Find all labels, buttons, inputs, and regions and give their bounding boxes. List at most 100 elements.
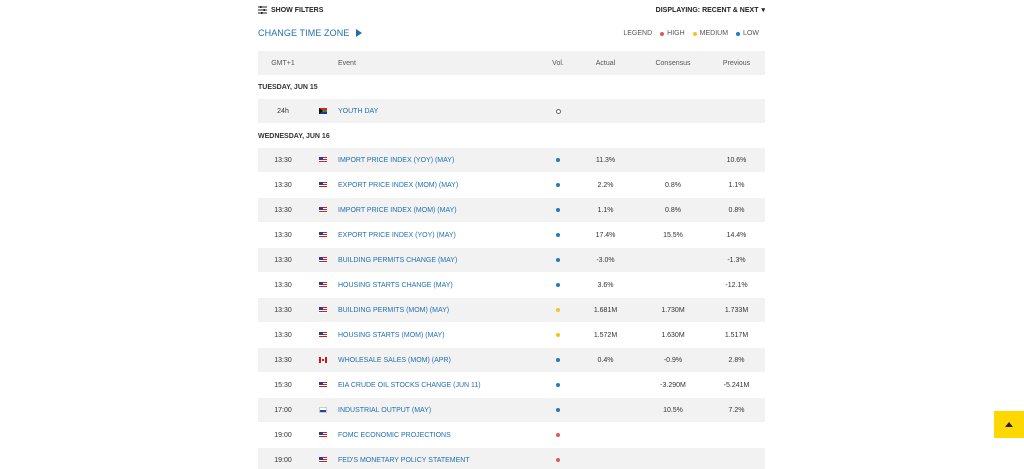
row-previous: 1.733M [724, 306, 749, 314]
row-actual: 17.4% [595, 231, 616, 239]
row-time: 15:30 [274, 381, 292, 389]
table-row: 15:30 EIA CRUDE OIL STOCKS CHANGE (JUN 11… [258, 373, 765, 398]
row-time: 13:30 [274, 331, 292, 339]
row-flag [308, 108, 338, 114]
row-volatility [543, 333, 573, 337]
volatility-low-icon [556, 358, 560, 362]
displaying-label: DISPLAYING: RECENT & NEXT [655, 6, 759, 14]
legend-item-medium: MEDIUM [692, 30, 729, 37]
table-row: 13:30 EXPORT PRICE INDEX (MOM) (MAY) 2.2% 0… [258, 173, 765, 198]
row-previous: 7.2% [728, 406, 745, 414]
row-time: 13:30 [274, 306, 292, 314]
header-event: Event [338, 59, 356, 67]
table-row: 19:00 FOMC ECONOMIC PROJECTIONS [258, 423, 765, 448]
row-previous: -1.3% [727, 256, 746, 264]
arrow-up-icon [1005, 422, 1013, 427]
filter-sliders-icon [258, 6, 267, 14]
row-consensus: 10.5% [663, 406, 683, 414]
row-volatility [543, 283, 573, 287]
flag-us-icon [319, 182, 327, 188]
row-previous: -12.1% [725, 281, 748, 289]
row-time: 17:00 [274, 406, 292, 414]
row-time: 13:30 [274, 231, 292, 239]
table-row: 13:30 IMPORT PRICE INDEX (MOM) (MAY) 1.1% 0… [258, 198, 765, 223]
event-link[interactable]: BUILDING PERMITS (MOM) (MAY) [338, 306, 450, 314]
table-row: 13:30 WHOLESALE SALES (MOM) (APR) 0.4% -0.9… [258, 348, 765, 373]
row-time: 13:30 [274, 256, 292, 264]
flag-us-icon [319, 282, 327, 288]
row-actual: 0.4% [597, 356, 614, 364]
table-row: 19:00 FED'S MONETARY POLICY STATEMENT [258, 448, 765, 469]
row-flag [308, 232, 338, 238]
row-time: 19:00 [274, 431, 292, 439]
event-link[interactable]: EXPORT PRICE INDEX (MOM) (MAY) [338, 181, 459, 189]
event-link[interactable]: HOUSING STARTS CHANGE (MAY) [338, 281, 453, 289]
row-time: 13:30 [274, 181, 292, 189]
event-link[interactable]: FOMC ECONOMIC PROJECTIONS [338, 431, 451, 439]
row-flag [308, 182, 338, 188]
legend-medium-label: MEDIUM [699, 30, 729, 37]
timezone-row: CHANGE TIME ZONE LEGEND HIGH MEDIUM LOW [258, 27, 765, 41]
table-header: GMT+1 Event Vol. Actual Consensus Previo… [258, 51, 765, 75]
table-row: 13:30 BUILDING PERMITS CHANGE (MAY) -3.0% -… [258, 248, 765, 273]
row-volatility [543, 433, 573, 437]
row-flag [308, 457, 338, 463]
flag-us-icon [319, 432, 327, 438]
event-link[interactable]: WHOLESALE SALES (MOM) (APR) [338, 356, 451, 364]
row-time: 13:30 [274, 156, 292, 164]
table-row: 13:30 IMPORT PRICE INDEX (YOY) (MAY) 11.3%… [258, 148, 765, 173]
play-arrow-icon [356, 29, 363, 37]
event-link[interactable]: YOUTH DAY [338, 107, 379, 115]
table-row: 17:00 INDUSTRIAL OUTPUT (MAY) 10.5% 7.2% [258, 398, 765, 423]
flag-za-icon [319, 108, 327, 114]
legend-high-label: HIGH [667, 30, 685, 37]
row-flag [308, 157, 338, 163]
event-link[interactable]: IMPORT PRICE INDEX (YOY) (MAY) [338, 156, 455, 164]
flag-us-icon [319, 457, 327, 463]
row-volatility [543, 408, 573, 412]
row-flag [308, 432, 338, 438]
volatility-low-icon [556, 408, 560, 412]
row-volatility [543, 258, 573, 262]
event-link[interactable]: EIA CRUDE OIL STOCKS CHANGE (JUN 11) [338, 381, 481, 389]
row-flag [308, 382, 338, 388]
row-time: 13:30 [274, 356, 292, 364]
scroll-to-top-button[interactable] [994, 411, 1024, 438]
event-link[interactable]: EXPORT PRICE INDEX (YOY) (MAY) [338, 231, 456, 239]
chevron-down-icon: ▾ [761, 7, 765, 14]
change-time-zone-button[interactable]: CHANGE TIME ZONE [258, 28, 363, 38]
table-row: 13:30 BUILDING PERMITS (MOM) (MAY) 1.681M 1… [258, 298, 765, 323]
volatility-low-icon [556, 258, 560, 262]
table-body: TUESDAY, JUN 15 24h YOUTH DAY WEDNESDAY, JU… [258, 75, 765, 469]
volatility-medium-icon [556, 308, 560, 312]
row-volatility [543, 383, 573, 387]
table-row: 13:30 HOUSING STARTS (MOM) (MAY) 1.572M 1.6… [258, 323, 765, 348]
row-volatility [543, 358, 573, 362]
high-dot-icon [660, 31, 665, 36]
header-time: GMT+1 [271, 59, 295, 67]
row-flag [308, 307, 338, 313]
table-row: 13:30 EXPORT PRICE INDEX (YOY) (MAY) 17.4%… [258, 223, 765, 248]
event-link[interactable]: BUILDING PERMITS CHANGE (MAY) [338, 256, 458, 264]
show-filters-button[interactable]: SHOW FILTERS [258, 6, 323, 14]
row-time: 13:30 [274, 206, 292, 214]
row-consensus: -0.9% [663, 356, 683, 364]
medium-dot-icon [692, 31, 697, 36]
volatility-low-icon [556, 383, 560, 387]
event-link[interactable]: HOUSING STARTS (MOM) (MAY) [338, 331, 445, 339]
day-header: WEDNESDAY, JUN 16 [258, 124, 765, 148]
volatility-none-icon [555, 108, 561, 114]
row-volatility [543, 208, 573, 212]
header-actual: Actual [595, 59, 616, 67]
header-previous: Previous [722, 59, 751, 67]
volatility-low-icon [556, 208, 560, 212]
row-volatility [543, 233, 573, 237]
row-volatility [543, 158, 573, 162]
displaying-dropdown[interactable]: DISPLAYING: RECENT & NEXT ▾ [655, 6, 765, 15]
volatility-medium-icon [556, 333, 560, 337]
flag-us-icon [319, 257, 327, 263]
event-link[interactable]: FED'S MONETARY POLICY STATEMENT [338, 456, 470, 464]
event-link[interactable]: IMPORT PRICE INDEX (MOM) (MAY) [338, 206, 457, 214]
day-header: TUESDAY, JUN 15 [258, 75, 765, 99]
event-link[interactable]: INDUSTRIAL OUTPUT (MAY) [338, 406, 432, 414]
